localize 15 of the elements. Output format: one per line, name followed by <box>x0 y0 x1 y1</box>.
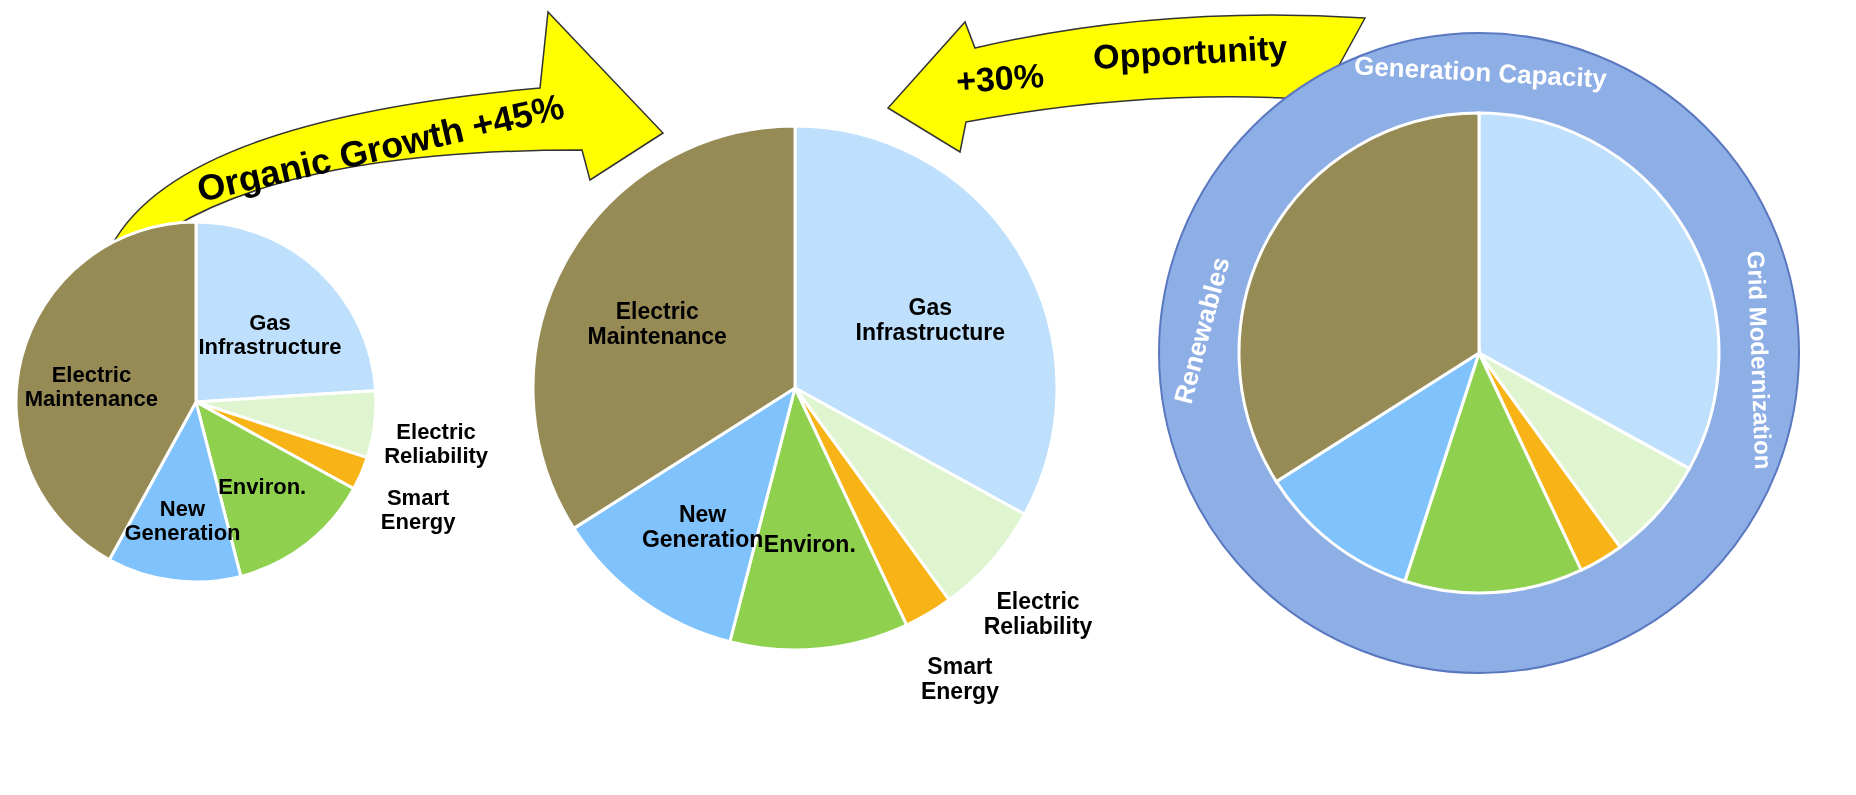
slice-label: Environ. <box>218 474 307 500</box>
slice-label: Electric Maintenance <box>24 362 159 412</box>
text: Organic Growth +45% <box>192 85 568 211</box>
text: Grid Modernization <box>1741 250 1777 470</box>
slice-label: Environ. <box>763 530 856 557</box>
slice-label: Smart Energy <box>380 485 457 535</box>
text: Opportunity <box>1091 27 1288 77</box>
slice-label: Gas Infrastructure <box>855 293 1006 345</box>
slice-label: Electric Reliability <box>384 419 489 469</box>
slice-label: Electric Reliability <box>983 588 1093 640</box>
text: Generation Capacity <box>1352 49 1607 95</box>
slice-label: Smart Energy <box>920 652 1000 704</box>
text: +30% <box>954 55 1046 101</box>
slice-label: Electric Maintenance <box>587 298 727 350</box>
slice-label: Gas Infrastructure <box>198 310 342 360</box>
